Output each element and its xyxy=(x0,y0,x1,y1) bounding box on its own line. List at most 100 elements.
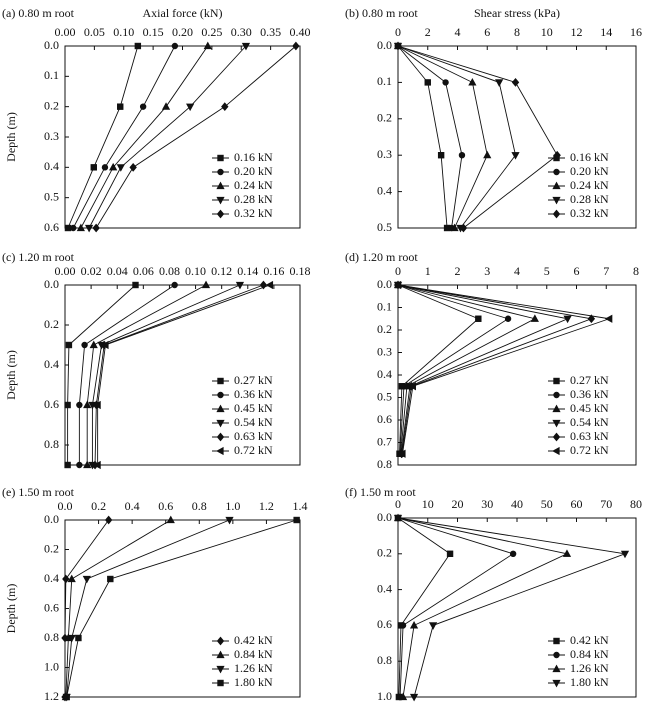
data-point xyxy=(171,42,179,50)
data-point xyxy=(129,162,137,172)
data-point xyxy=(399,622,407,629)
data-point xyxy=(75,634,82,642)
y-tick-label: 0.8 xyxy=(44,630,59,644)
panel: (a) 0.80 m root Axial force (kN) Depth (m)… xyxy=(2,6,311,234)
legend-label: 0.54 kN xyxy=(234,415,273,429)
legend-marker xyxy=(217,391,224,399)
legend-marker xyxy=(552,404,561,413)
data-point xyxy=(65,341,73,349)
data-point xyxy=(109,162,118,171)
y-tick-label: 0.2 xyxy=(44,98,59,112)
x-tick-label: 0.10 xyxy=(185,264,206,278)
legend-label: 0.63 kN xyxy=(234,429,273,443)
y-tick-label: 0.0 xyxy=(377,38,392,52)
legend: 0.42 kN0.84 kN1.26 kN1.80 kN xyxy=(548,633,609,689)
y-axis-title: Depth (m) xyxy=(4,112,18,162)
y-tick-label: 0.4 xyxy=(377,183,392,197)
data-point xyxy=(221,102,229,112)
data-point xyxy=(511,78,520,87)
data-point xyxy=(563,315,572,324)
data-point xyxy=(186,103,195,112)
data-point xyxy=(265,280,274,290)
series-line xyxy=(397,284,594,454)
x-tick-label: 0.10 xyxy=(113,25,134,39)
data-point xyxy=(468,77,477,86)
x-tick-label: 0 xyxy=(395,25,401,39)
y-tick-label: 0.8 xyxy=(377,457,392,471)
data-point xyxy=(393,514,403,523)
x-tick-label: 1.4 xyxy=(293,499,308,513)
legend-label: 1.26 kN xyxy=(570,661,609,675)
y-tick-label: 0.8 xyxy=(377,653,392,667)
legend: 0.16 kN0.20 kN0.24 kN0.28 kN0.32 kN xyxy=(212,150,273,220)
x-tick-label: 0.20 xyxy=(172,25,193,39)
data-point xyxy=(64,401,71,409)
legend-marker xyxy=(552,209,561,219)
legend-label: 0.84 kN xyxy=(234,647,273,661)
y-tick-label: 0.8 xyxy=(44,437,59,451)
x-tick-label: 0.4 xyxy=(125,499,140,513)
x-tick-label: 0.04 xyxy=(107,264,128,278)
data-point xyxy=(475,315,482,322)
series-line xyxy=(64,519,110,697)
legend-marker xyxy=(553,651,560,659)
x-tick-label: 5 xyxy=(544,264,550,278)
x-tick-label: 0.02 xyxy=(81,264,102,278)
legend-label: 0.42 kN xyxy=(234,633,273,647)
legend-marker xyxy=(216,446,224,456)
panel-title: (c) 1.20 m root xyxy=(2,250,75,264)
legend-marker xyxy=(553,168,560,176)
series-line xyxy=(397,517,451,698)
x-tick-label: 6 xyxy=(574,264,580,278)
series-line xyxy=(67,284,136,465)
x-tick-label: 3 xyxy=(484,264,490,278)
x-tick-label: 0.14 xyxy=(237,264,258,278)
legend-marker xyxy=(552,446,560,456)
data-point xyxy=(132,281,139,289)
legend-marker xyxy=(217,679,224,687)
series-line xyxy=(88,45,247,229)
x-tick-label: 0.0 xyxy=(58,499,73,513)
data-point xyxy=(64,224,72,232)
data-point xyxy=(604,314,613,323)
y-tick-label: 0.4 xyxy=(44,159,59,173)
x-tick-label: 4 xyxy=(514,264,520,278)
x-tick-label: 0 xyxy=(395,264,401,278)
panel-title: (e) 1.50 m root xyxy=(2,485,75,499)
data-point xyxy=(67,574,76,583)
panel: (b) 0.80 m root Shear stress (kPa) 0 2 4 6 8 10… xyxy=(345,6,642,234)
x-tick-label: 10 xyxy=(541,25,553,39)
data-point xyxy=(166,515,175,524)
series-line xyxy=(397,517,515,698)
series-line xyxy=(95,45,297,229)
series-line xyxy=(397,45,516,229)
data-point xyxy=(89,340,98,349)
data-point xyxy=(409,620,419,629)
data-point xyxy=(409,693,419,702)
legend-label: 0.32 kN xyxy=(570,206,609,220)
legend-marker xyxy=(552,664,561,673)
y-tick-label: 0.0 xyxy=(44,277,59,291)
data-point xyxy=(235,281,245,290)
x-tick-label: 0.06 xyxy=(133,264,154,278)
x-tick-label: 0.30 xyxy=(231,25,252,39)
legend-marker xyxy=(216,665,225,674)
series-line xyxy=(397,284,480,454)
y-axis-title: Depth (m) xyxy=(4,350,18,400)
y-tick-label: 0.0 xyxy=(377,510,392,524)
y-tick-label: 0.2 xyxy=(377,322,392,336)
data-point xyxy=(92,223,100,233)
series-line xyxy=(66,519,230,698)
x-tick-label: 7 xyxy=(603,264,609,278)
x-tick-label: 16 xyxy=(630,25,642,39)
y-tick-label: 0.1 xyxy=(377,74,392,88)
y-tick-label: 0.0 xyxy=(44,38,59,52)
data-point xyxy=(504,315,512,322)
legend-label: 0.72 kN xyxy=(570,443,609,457)
x-tick-label: 0.12 xyxy=(211,264,232,278)
x-tick-label: 4 xyxy=(455,25,461,39)
x-axis-title: Axial force (kN) xyxy=(143,6,223,20)
x-tick-label: 1.2 xyxy=(259,499,274,513)
